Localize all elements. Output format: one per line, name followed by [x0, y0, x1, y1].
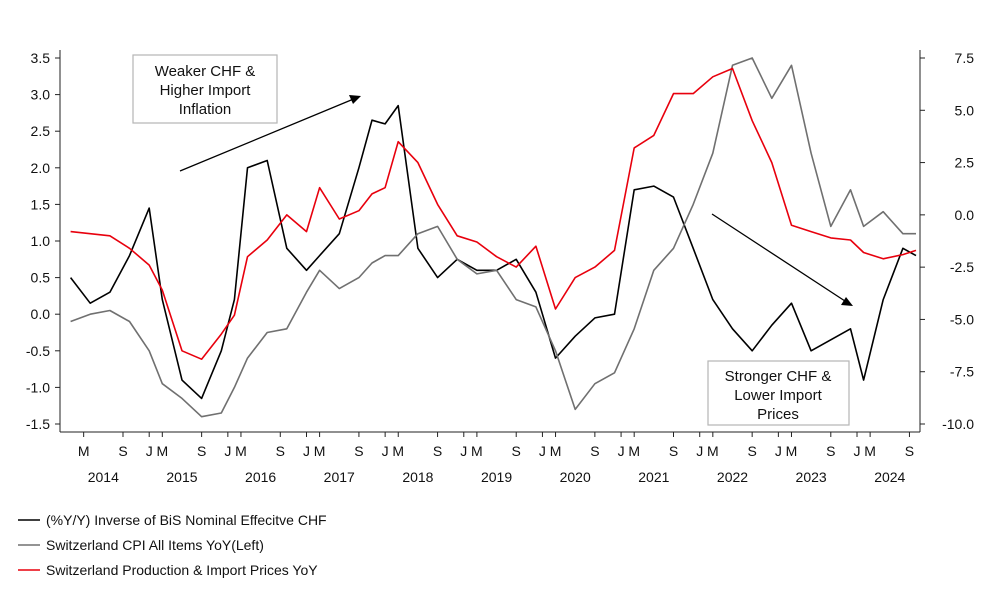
left-y-ticks: 3.5 3.0 2.5 2.0 1.5 1.0 0.5 0.0 -0.5 -1.0 -1.5 [26, 50, 60, 432]
x-month-label: S [118, 443, 127, 459]
arrow-up-head [349, 95, 361, 104]
x-month-label: M [786, 443, 798, 459]
right-tick-label: 7.5 [955, 50, 975, 66]
right-tick-label: 2.5 [955, 155, 975, 171]
annotation-text: Prices [757, 406, 799, 423]
legend-label: Switzerland CPI All Items YoY(Left) [46, 537, 264, 553]
left-tick-label: 3.5 [31, 50, 51, 66]
x-month-label: J [146, 443, 153, 459]
left-tick-label: 1.5 [31, 196, 51, 212]
x-month-label: S [276, 443, 285, 459]
x-year-label: 2019 [481, 469, 512, 485]
right-tick-label: -2.5 [950, 259, 974, 275]
x-month-label: J [618, 443, 625, 459]
x-year-label: 2022 [717, 469, 748, 485]
x-month-label: S [747, 443, 756, 459]
x-month-label: M [392, 443, 404, 459]
x-month-label: M [156, 443, 168, 459]
annotation-text: Inflation [179, 101, 232, 118]
x-month-label: M [235, 443, 247, 459]
arrow-down [711, 213, 849, 304]
right-tick-label: 5.0 [955, 102, 975, 118]
x-year-label: 2018 [402, 469, 433, 485]
x-year-label: 2017 [324, 469, 355, 485]
legend-label: Switzerland Production & Import Prices Y… [46, 562, 318, 578]
series-line-0 [69, 104, 917, 400]
x-month-label: J [775, 443, 782, 459]
annotation-text: Higher Import [160, 82, 252, 99]
x-month-label: J [382, 443, 389, 459]
legend: (%Y/Y) Inverse of BiS Nominal Effecitve … [18, 512, 327, 578]
annotation-box [707, 360, 850, 426]
x-month-label: S [905, 443, 914, 459]
right-tick-label: -5.0 [950, 311, 974, 327]
annotation-stronger-chf: Stronger CHF & Lower Import Prices [707, 213, 853, 426]
series-layer [69, 57, 917, 418]
x-month-label: M [628, 443, 640, 459]
annotation-weaker-chf: Weaker CHF & Higher Import Inflation [132, 54, 361, 172]
right-tick-label: -10.0 [942, 416, 974, 432]
left-tick-label: -0.5 [26, 343, 50, 359]
x-month-label: S [512, 443, 521, 459]
arrow-up [179, 97, 357, 172]
x-month-label: M [78, 443, 90, 459]
annotation-text: Stronger CHF & [725, 368, 832, 385]
left-tick-label: 0.5 [31, 270, 51, 286]
right-tick-label: 0.0 [955, 207, 975, 223]
x-month-label: M [707, 443, 719, 459]
x-year-label: 2016 [245, 469, 276, 485]
left-tick-label: 0.0 [31, 306, 51, 322]
x-year-label: 2020 [560, 469, 591, 485]
x-month-label: S [433, 443, 442, 459]
annotation-text: Weaker CHF & [155, 63, 256, 80]
left-tick-label: 3.0 [31, 87, 51, 103]
x-month-label: M [471, 443, 483, 459]
x-month-label: M [864, 443, 876, 459]
left-tick-label: -1.0 [26, 379, 50, 395]
arrow-down-head [841, 297, 853, 306]
x-month-label: M [550, 443, 562, 459]
x-year-label: 2014 [88, 469, 119, 485]
x-month-label: S [669, 443, 678, 459]
x-month-label: J [224, 443, 231, 459]
x-year-label: 2024 [874, 469, 905, 485]
x-year-label: 2015 [166, 469, 197, 485]
left-tick-label: -1.5 [26, 416, 50, 432]
legend-label: (%Y/Y) Inverse of BiS Nominal Effecitve … [46, 512, 327, 528]
x-month-label: J [460, 443, 467, 459]
annotation-box [132, 54, 278, 124]
x-month-label: S [197, 443, 206, 459]
left-tick-label: 1.0 [31, 233, 51, 249]
x-month-label: M [314, 443, 326, 459]
x-month-label: J [539, 443, 546, 459]
right-y-ticks: 7.5 5.0 2.5 0.0 -2.5 -5.0 -7.5 -10.0 [920, 50, 974, 432]
annotation-text: Lower Import [734, 387, 822, 404]
x-month-label: J [696, 443, 703, 459]
x-month-label: J [854, 443, 861, 459]
x-month-label: S [590, 443, 599, 459]
right-tick-label: -7.5 [950, 364, 974, 380]
left-tick-label: 2.0 [31, 160, 51, 176]
x-month-label: J [303, 443, 310, 459]
x-year-label: 2021 [638, 469, 669, 485]
series-line-1 [70, 57, 916, 418]
x-month-label: S [354, 443, 363, 459]
series-line-2 [70, 67, 917, 360]
left-tick-label: 2.5 [31, 123, 51, 139]
x-month-label: S [826, 443, 835, 459]
x-year-label: 2023 [796, 469, 827, 485]
